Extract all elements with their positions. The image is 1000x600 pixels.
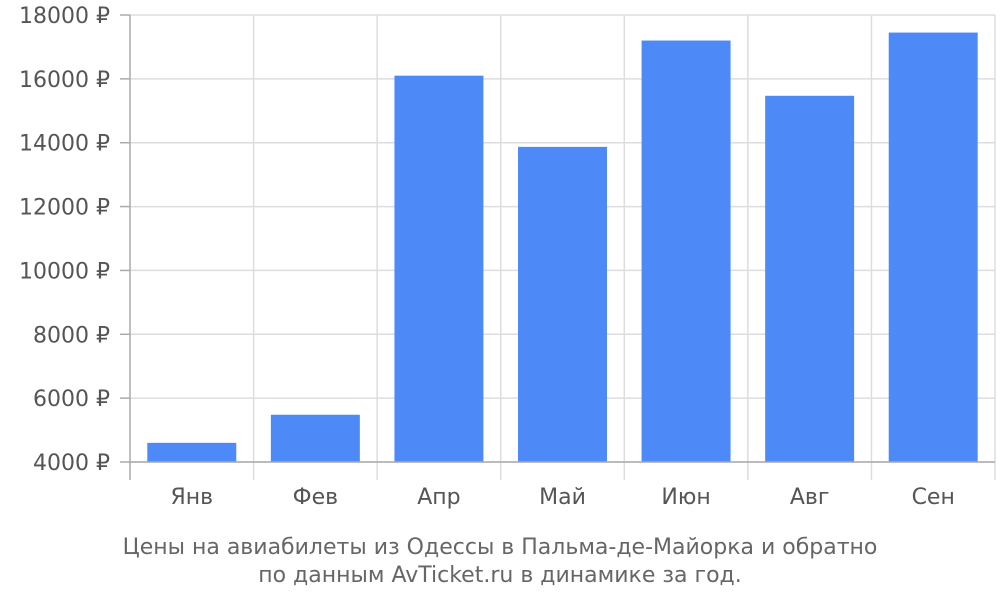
bar-2 <box>270 414 360 462</box>
y-tick-label: 16000 ₽ <box>19 68 110 93</box>
x-tick-label: Май <box>539 485 586 510</box>
bar-4 <box>518 146 607 463</box>
x-tick-label: Фев <box>293 485 338 510</box>
bar-1 <box>147 442 237 462</box>
y-tick-label: 8000 ₽ <box>33 323 110 348</box>
y-tick-label: 18000 ₽ <box>19 4 110 29</box>
y-tick-label: 4000 ₽ <box>33 451 110 476</box>
x-tick-label: Авг <box>790 485 830 510</box>
x-tick-label: Янв <box>170 485 213 510</box>
x-tick-label: Июн <box>661 485 710 510</box>
bar-5 <box>641 40 731 463</box>
chart-caption-line-1: Цены на авиабилеты из Одессы в Пальма-де… <box>122 535 878 560</box>
y-tick-label: 10000 ₽ <box>19 259 110 284</box>
bar-6 <box>765 95 855 462</box>
bar-7 <box>888 32 978 462</box>
price-bar-chart: 4000 ₽ 6000 ₽ 8000 ₽ 10000 ₽ 12000 ₽ 14000 ₽ 1… <box>19 4 996 510</box>
chart-caption-line-2: по данным AvTicket.ru в динамике за год. <box>258 563 742 588</box>
x-tick-label: Апр <box>417 485 460 510</box>
x-tick-label: Сен <box>912 485 955 510</box>
y-tick-label: 12000 ₽ <box>19 196 110 221</box>
bar-3 <box>394 75 484 463</box>
y-tick-label: 14000 ₽ <box>19 132 110 157</box>
y-tick-label: 6000 ₽ <box>33 387 110 412</box>
